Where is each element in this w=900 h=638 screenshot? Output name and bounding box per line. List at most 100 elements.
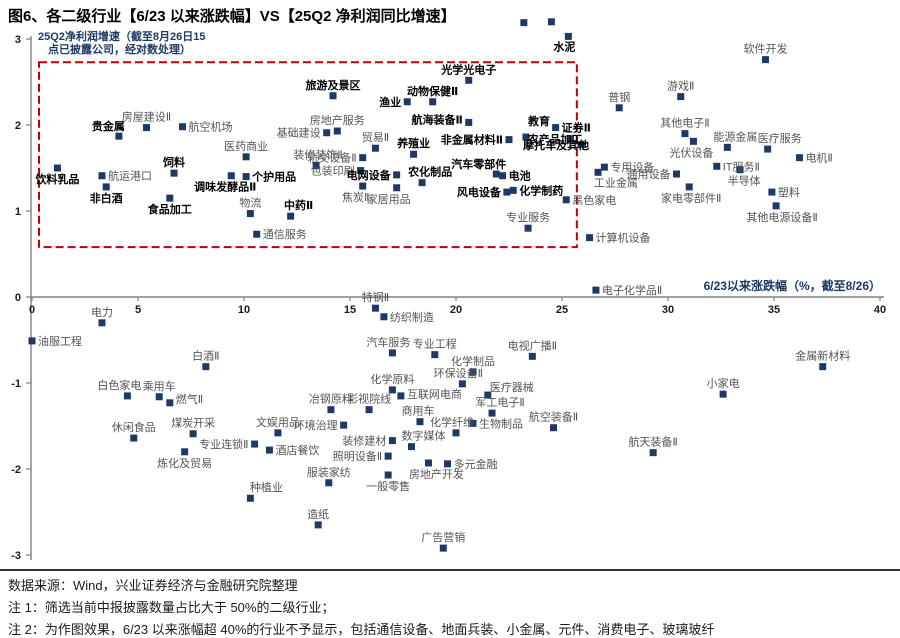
point-marker bbox=[123, 392, 131, 400]
point-marker bbox=[564, 32, 572, 40]
point-marker bbox=[371, 144, 379, 152]
point-marker bbox=[431, 351, 439, 359]
point-marker bbox=[488, 409, 496, 417]
point-label: 广告营销 bbox=[421, 530, 465, 544]
point-label: 休闲食品 bbox=[112, 420, 156, 434]
point-marker bbox=[524, 224, 532, 232]
point-marker bbox=[98, 319, 106, 327]
point-marker bbox=[242, 153, 250, 161]
point-label: 电视广播Ⅱ bbox=[508, 338, 557, 352]
point-marker bbox=[439, 544, 447, 552]
y-tick-label: 3 bbox=[15, 34, 21, 46]
point-marker bbox=[685, 183, 693, 191]
point-marker bbox=[444, 460, 452, 468]
point-marker bbox=[130, 434, 138, 442]
point-label: 化学纤维 bbox=[430, 415, 474, 429]
point-marker bbox=[723, 143, 731, 151]
point-label: 农产品加工 bbox=[526, 132, 582, 146]
point-label: 航空装备Ⅱ bbox=[529, 410, 578, 424]
point-label: 黑色家电 bbox=[572, 193, 616, 207]
note-1: 注 1：筛选当前中报披露数量占比大于 50%的二级行业； bbox=[8, 600, 335, 615]
point-label: 房地产开发 bbox=[409, 467, 464, 481]
point-label: 照明设备Ⅱ bbox=[333, 449, 382, 463]
data-source: 数据来源：Wind，兴业证券经济与金融研究院整理 bbox=[8, 578, 298, 593]
point-marker bbox=[505, 136, 513, 144]
point-marker bbox=[528, 352, 536, 360]
point-label: 纺织制造 bbox=[390, 310, 434, 324]
x-tick-label: 30 bbox=[662, 304, 674, 316]
point-label: 焦炭Ⅱ bbox=[342, 191, 369, 204]
point-marker bbox=[547, 18, 555, 26]
point-marker bbox=[327, 406, 335, 414]
point-label: 贵金属 bbox=[92, 119, 125, 133]
point-label: 航海装备Ⅱ bbox=[411, 112, 462, 126]
point-label: 化学制药 bbox=[519, 183, 563, 197]
point-marker bbox=[672, 170, 680, 178]
point-marker bbox=[333, 127, 341, 135]
point-label: 水泥 bbox=[553, 39, 575, 53]
y-tick-label: 1 bbox=[15, 206, 21, 218]
point-marker bbox=[329, 92, 337, 100]
point-label: 医疗器械 bbox=[490, 380, 534, 394]
point-label: 专业服务 bbox=[506, 210, 550, 224]
point-marker bbox=[265, 446, 273, 454]
point-label: 饲料 bbox=[162, 155, 185, 169]
note-2: 注 2：为作图效果，6/23 以来涨幅超 40%的行业不予显示，包括通信设备、地… bbox=[8, 622, 715, 637]
point-label: 其他电源设备Ⅱ bbox=[746, 210, 817, 224]
point-marker bbox=[384, 471, 392, 479]
point-label: 汽车服务 bbox=[366, 335, 410, 349]
point-label: 房地产服务 bbox=[310, 113, 365, 127]
point-marker bbox=[155, 393, 163, 401]
point-label: 燃气Ⅱ bbox=[176, 392, 203, 406]
point-marker bbox=[98, 172, 106, 180]
point-marker bbox=[246, 210, 254, 218]
point-label: 多元金融 bbox=[454, 457, 498, 471]
point-marker bbox=[251, 440, 259, 448]
point-label: 装修装饰Ⅱ bbox=[293, 147, 342, 161]
point-label: 普钢 bbox=[608, 90, 630, 104]
point-marker bbox=[359, 154, 367, 162]
point-marker bbox=[649, 449, 657, 457]
point-marker bbox=[424, 459, 432, 467]
point-label: 专业工程 bbox=[413, 337, 457, 351]
point-marker bbox=[819, 363, 827, 371]
point-marker bbox=[397, 392, 405, 400]
point-label: 炼化及贸易 bbox=[157, 456, 212, 470]
point-label: IT服务Ⅱ bbox=[723, 160, 760, 173]
point-label: 影视院线 bbox=[347, 392, 391, 406]
point-label: 电子化学品Ⅱ bbox=[602, 283, 662, 297]
footer: 数据来源：Wind，兴业证券经济与金融研究院整理 注 1：筛选当前中报披露数量占… bbox=[0, 569, 900, 637]
y-tick-label: -1 bbox=[11, 378, 21, 390]
point-label: 特钢Ⅱ bbox=[362, 290, 389, 304]
point-label: 电机Ⅱ bbox=[805, 151, 832, 165]
point-marker bbox=[429, 98, 437, 106]
point-label: 教育 bbox=[527, 114, 550, 128]
point-label: 冶钢原料 bbox=[309, 392, 353, 406]
x-tick-label: 5 bbox=[135, 304, 141, 316]
point-marker bbox=[189, 430, 197, 438]
point-marker bbox=[566, 135, 574, 143]
point-marker bbox=[170, 169, 178, 177]
point-label: 家居用品 bbox=[367, 192, 411, 206]
point-marker bbox=[713, 162, 721, 170]
point-label: 油服工程 bbox=[38, 334, 82, 348]
point-marker bbox=[407, 443, 415, 451]
y-tick-label: -2 bbox=[11, 464, 21, 476]
point-label: 乘用车 bbox=[143, 379, 176, 393]
point-label: 软件开发 bbox=[744, 42, 788, 56]
point-marker bbox=[492, 170, 500, 178]
point-label: 商用车 bbox=[401, 404, 434, 418]
point-label: 摩托车及其他 bbox=[523, 138, 589, 152]
x-tick-label: 40 bbox=[874, 304, 886, 316]
point-marker bbox=[615, 104, 623, 112]
point-label: 半导体 bbox=[728, 174, 761, 188]
point-marker bbox=[365, 406, 373, 414]
point-marker bbox=[166, 194, 174, 202]
point-label: 贸易Ⅱ bbox=[362, 131, 389, 144]
point-marker bbox=[227, 172, 235, 180]
point-marker bbox=[552, 124, 560, 132]
point-marker bbox=[577, 141, 585, 149]
point-label: 光伏设备 bbox=[669, 145, 713, 159]
point-label: 航空机场 bbox=[189, 120, 233, 134]
x-tick-label: 20 bbox=[450, 304, 462, 316]
